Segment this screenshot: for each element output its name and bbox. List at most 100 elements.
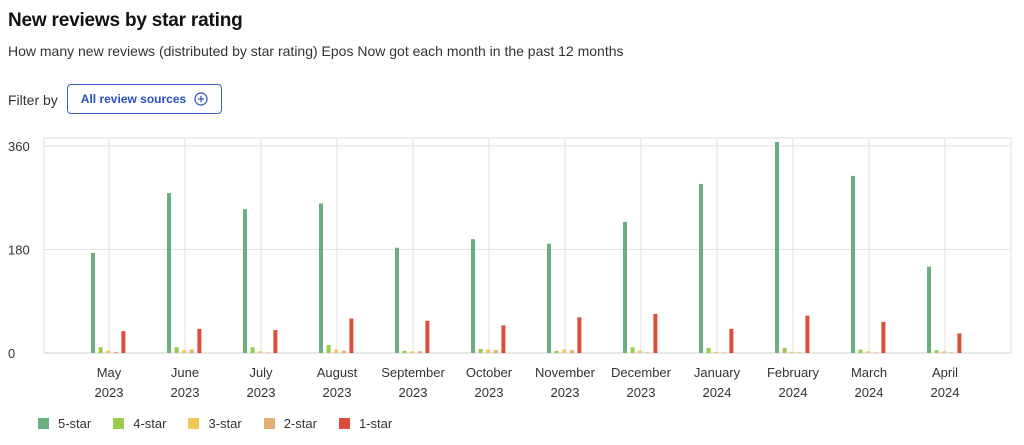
- bar-1-star: [653, 313, 658, 353]
- chart-title: New reviews by star rating: [8, 10, 243, 31]
- x-tick-year: 2024: [855, 385, 884, 400]
- bar-2-star: [113, 351, 118, 353]
- bar-5-star: [775, 141, 779, 353]
- bar-2-star: [797, 352, 802, 353]
- bar-2-star: [341, 350, 346, 353]
- x-tick-year: 2023: [95, 385, 124, 400]
- bar-1-star: [881, 321, 886, 353]
- bar-2-star: [873, 352, 878, 353]
- x-tick-month: October: [466, 365, 513, 380]
- x-tick-month: December: [611, 365, 672, 380]
- x-tick-month: August: [317, 365, 358, 380]
- bar-4-star: [706, 347, 711, 353]
- x-tick-month: May: [97, 365, 122, 380]
- bar-3-star: [866, 351, 871, 353]
- chart-subtitle: How many new reviews (distributed by sta…: [8, 43, 624, 59]
- bar-1-star: [425, 320, 430, 353]
- y-tick-label: 180: [8, 243, 30, 258]
- chart-legend: 5-star 4-star 3-star 2-star 1-star: [38, 416, 414, 431]
- legend-label: 2-star: [283, 416, 317, 431]
- bar-3-star: [714, 351, 719, 353]
- bar-1-star: [121, 331, 126, 353]
- bar-2-star: [645, 352, 650, 353]
- legend-item[interactable]: 4-star: [113, 416, 166, 431]
- bar-2-star: [493, 350, 498, 353]
- legend-label: 5-star: [58, 416, 92, 431]
- x-tick-year: 2023: [323, 385, 352, 400]
- filter-button-label: All review sources: [80, 92, 187, 106]
- bar-4-star: [782, 347, 787, 353]
- x-tick-year: 2024: [703, 385, 732, 400]
- bar-5-star: [167, 193, 171, 353]
- x-tick-month: November: [535, 365, 596, 380]
- bar-3-star: [182, 350, 187, 353]
- bar-3-star: [790, 351, 795, 353]
- bar-4-star: [478, 348, 483, 353]
- bar-1-star: [501, 325, 506, 353]
- y-tick-label: 360: [8, 139, 30, 154]
- bar-4-star: [858, 349, 863, 353]
- legend-label: 4-star: [133, 416, 167, 431]
- bar-2-star: [721, 352, 726, 353]
- legend-swatch: [38, 418, 49, 429]
- legend-item[interactable]: 3-star: [188, 416, 242, 431]
- bar-4-star: [250, 347, 255, 353]
- bar-1-star: [577, 317, 582, 353]
- bar-3-star: [410, 351, 415, 353]
- legend-item[interactable]: 1-star: [338, 416, 393, 431]
- bar-5-star: [547, 243, 551, 353]
- bar-5-star: [699, 183, 703, 353]
- bar-1-star: [197, 328, 202, 353]
- legend-label: 1-star: [358, 416, 393, 431]
- bar-4-star: [554, 350, 559, 353]
- x-tick-year: 2023: [247, 385, 276, 400]
- x-tick-month: January: [694, 365, 741, 380]
- legend-swatch: [113, 418, 125, 429]
- bar-1-star: [349, 318, 354, 353]
- bar-2-star: [569, 350, 574, 353]
- bar-5-star: [319, 203, 323, 353]
- bar-1-star: [805, 315, 810, 353]
- star-rating-bar-chart: 0 180 360 May 2023 June 2023 July 2023 August 2023…: [8, 137, 1012, 400]
- bar-1-star: [729, 328, 734, 353]
- plus-circle-icon: [194, 92, 208, 106]
- x-tick-month: July: [249, 365, 273, 380]
- bar-5-star: [471, 239, 475, 353]
- x-tick-year: 2023: [551, 385, 580, 400]
- bar-4-star: [174, 347, 179, 353]
- x-tick-year: 2024: [931, 385, 960, 400]
- bar-5-star: [243, 209, 247, 353]
- x-tick-year: 2023: [475, 385, 504, 400]
- bar-3-star: [106, 350, 111, 353]
- bar-2-star: [417, 351, 422, 353]
- x-tick-month: September: [381, 365, 445, 380]
- x-tick-year: 2024: [779, 385, 808, 400]
- x-tick-year: 2023: [399, 385, 428, 400]
- legend-item[interactable]: 2-star: [263, 416, 317, 431]
- bar-3-star: [638, 350, 643, 353]
- bar-5-star: [927, 266, 931, 353]
- bar-4-star: [98, 347, 103, 353]
- y-tick-label: 0: [8, 346, 15, 361]
- x-tick-month: June: [171, 365, 199, 380]
- x-tick-month: April: [932, 365, 958, 380]
- bar-4-star: [326, 344, 331, 353]
- bar-5-star: [623, 221, 627, 353]
- bar-4-star: [402, 350, 407, 353]
- review-sources-filter-button[interactable]: All review sources: [67, 84, 222, 114]
- x-tick-month: February: [767, 365, 820, 380]
- x-tick-year: 2023: [627, 385, 656, 400]
- legend-swatch: [188, 418, 200, 429]
- bar-3-star: [942, 351, 947, 353]
- bar-5-star: [91, 252, 95, 353]
- bar-4-star: [934, 350, 939, 353]
- bar-3-star: [258, 351, 263, 353]
- bar-3-star: [486, 349, 491, 353]
- legend-swatch: [338, 418, 350, 429]
- x-tick-year: 2023: [171, 385, 200, 400]
- bar-5-star: [395, 247, 399, 353]
- legend-item[interactable]: 5-star: [38, 416, 91, 431]
- plot-frame: [43, 137, 1012, 354]
- bar-2-star: [265, 352, 270, 353]
- bar-1-star: [957, 333, 962, 353]
